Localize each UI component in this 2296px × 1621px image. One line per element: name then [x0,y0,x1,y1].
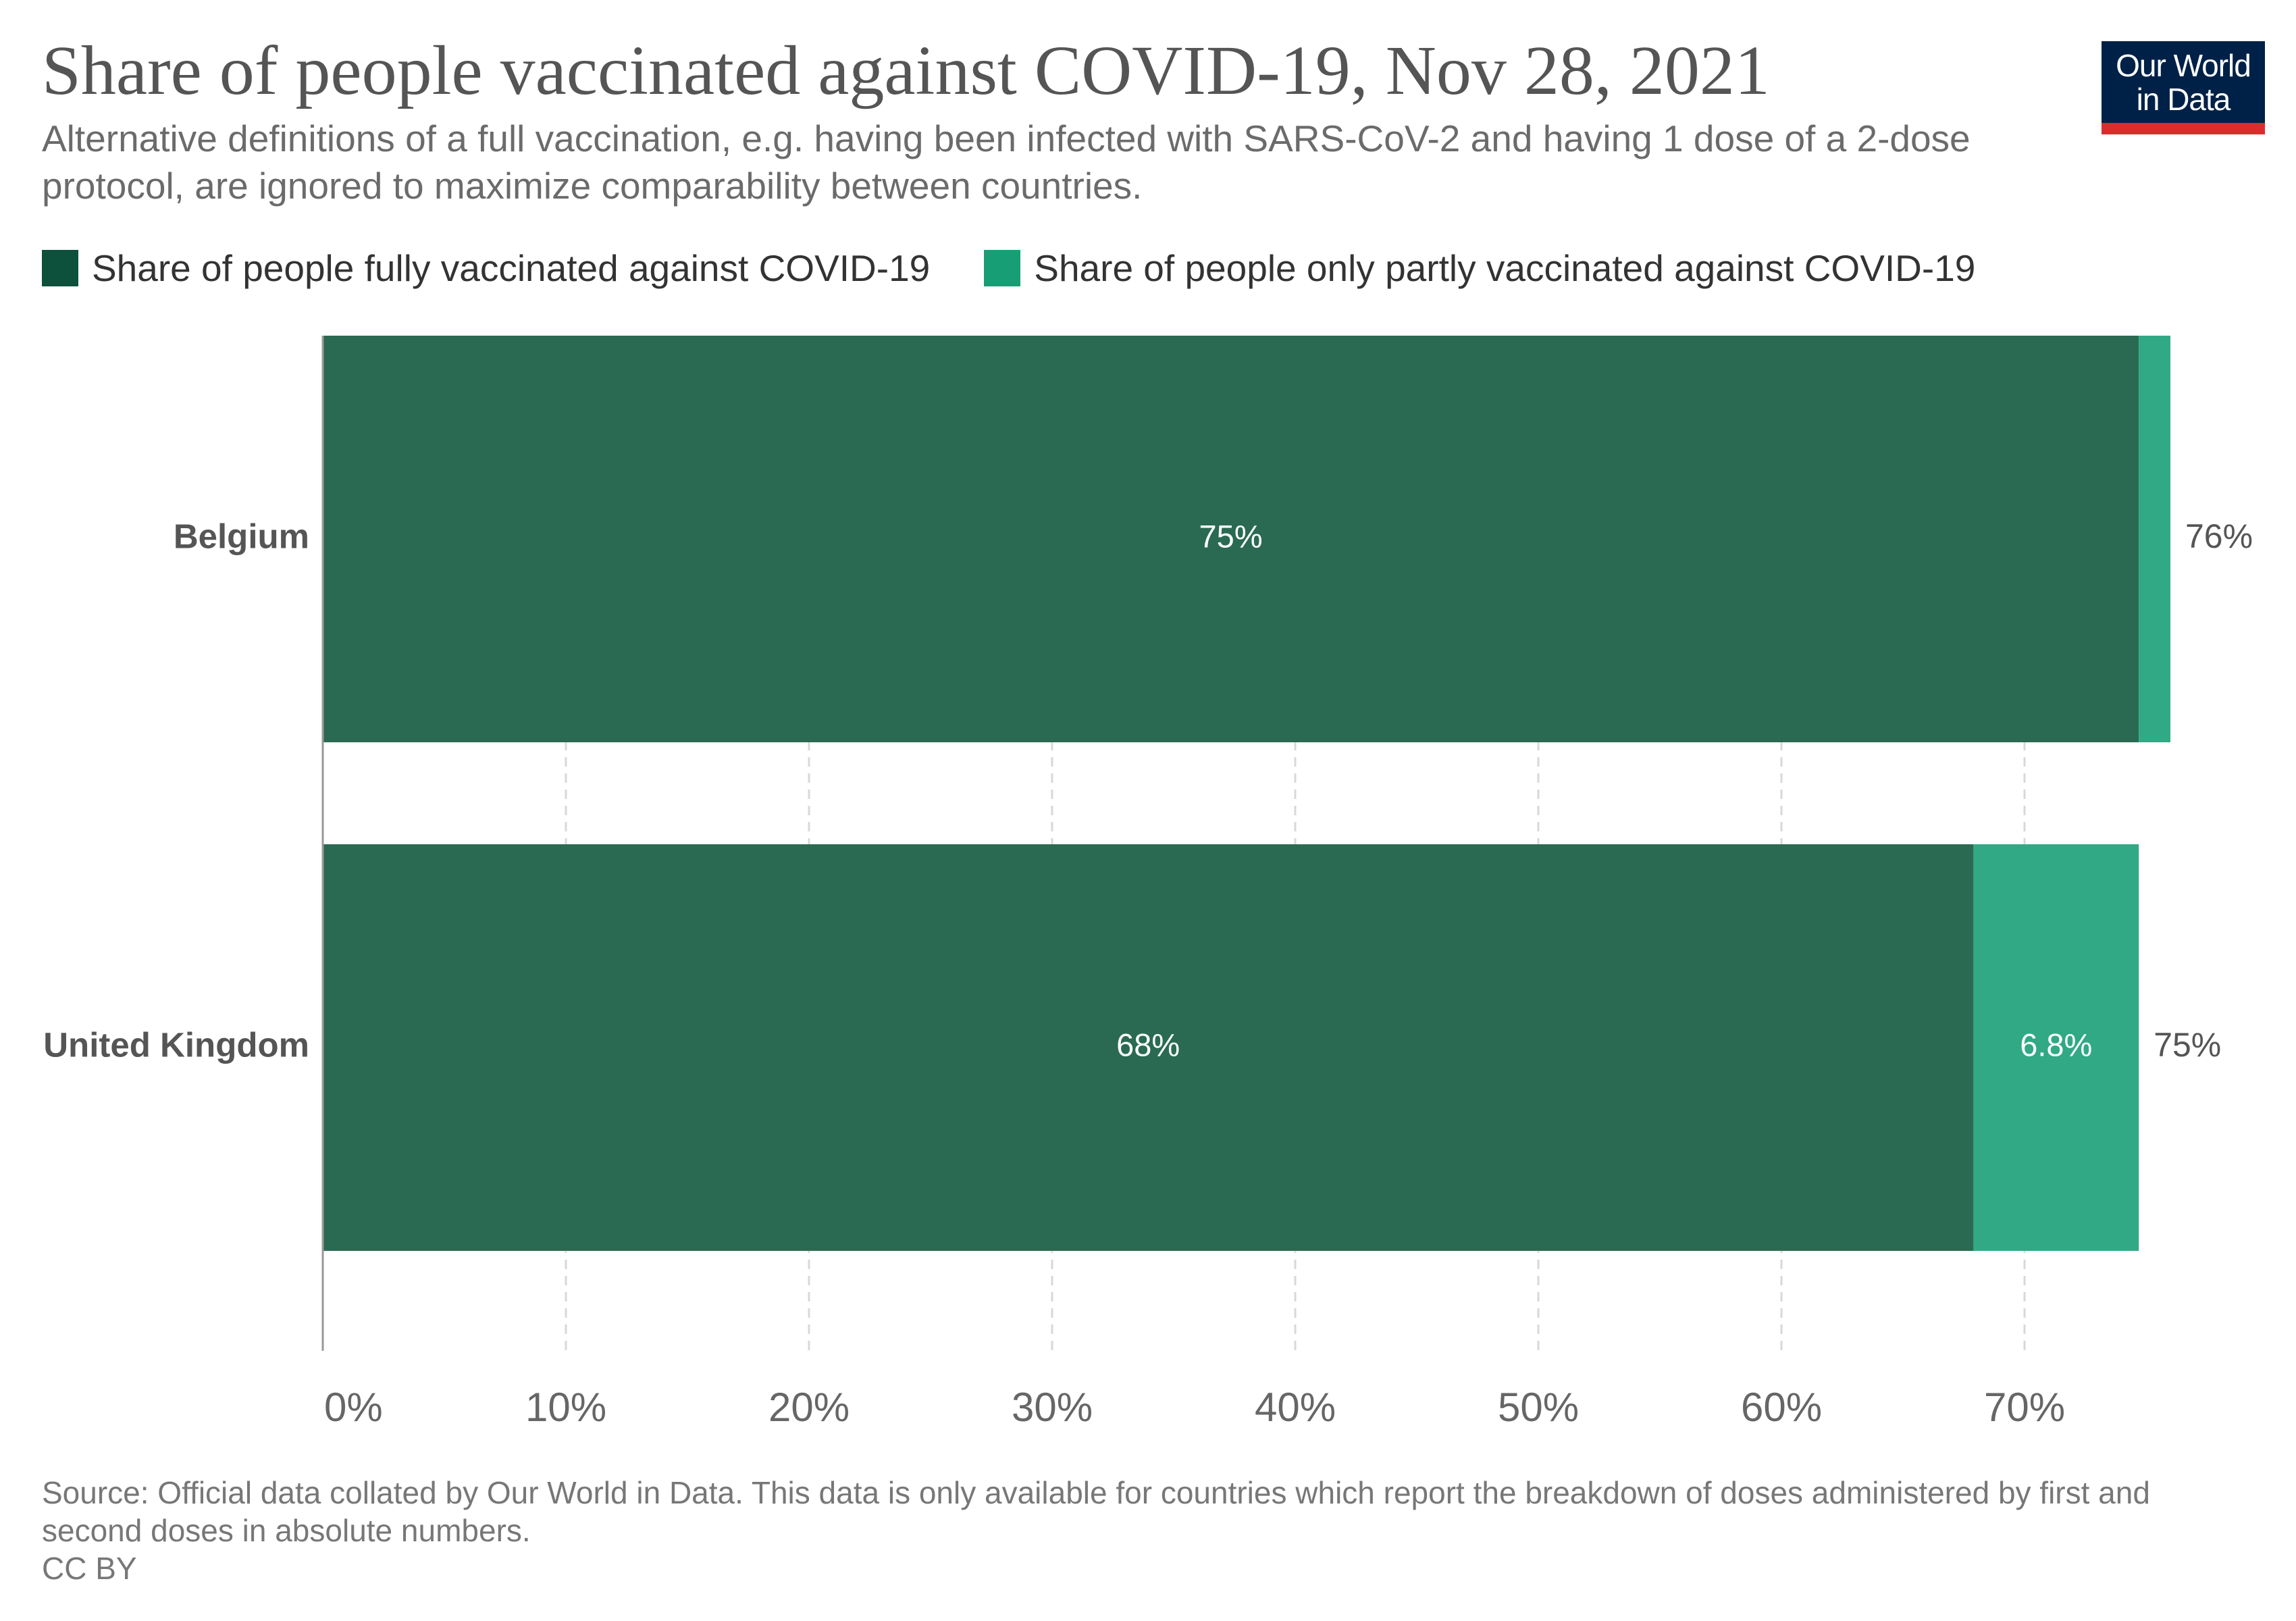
x-tick-label: 40% [1255,1385,1336,1430]
bar-total-label: 76% [2185,517,2253,555]
owid-logo-text: Our World in Data [2116,47,2251,117]
category-label: Belgium [174,517,309,555]
category-label: United Kingdom [43,1025,309,1064]
x-tick-label: 10% [525,1385,606,1430]
chart-title: Share of people vaccinated against COVID… [42,32,1770,109]
chart-footer: Source: Official data collated by Our Wo… [42,1474,2230,1587]
bar-partly-belgium [2139,336,2170,742]
license-note: CC BY [42,1551,137,1586]
bar-value-label: 68% [1116,1027,1180,1062]
x-tick-label: 50% [1498,1385,1579,1430]
legend-label-fully: Share of people fully vaccinated against… [92,247,931,289]
x-tick-label: 30% [1012,1385,1093,1430]
bar-fully-belgium [323,336,2139,742]
bar-value-label: 6.8% [2020,1027,2092,1062]
legend-swatch-fully [42,250,78,286]
bar-total-label: 75% [2154,1026,2221,1064]
legend-label-partly: Share of people only partly vaccinated a… [1034,247,1976,289]
chart-subtitle: Alternative definitions of a full vaccin… [42,118,1971,207]
x-tick-label: 0% [324,1385,383,1430]
bar-partly-united-kingdom [1973,844,2139,1251]
legend-item-partly[interactable]: Share of people only partly vaccinated a… [984,247,1975,290]
x-tick-label: 20% [768,1385,850,1430]
bar-fully-united-kingdom [323,844,1974,1251]
x-tick-label: 60% [1741,1385,1822,1430]
owid-logo[interactable]: Our World in Data [2102,41,2265,134]
bar-value-label: 75% [1199,518,1263,554]
legend-item-fully[interactable]: Share of people fully vaccinated against… [42,247,930,290]
chart-legend: Share of people fully vaccinated against… [42,245,2029,292]
source-note: Source: Official data collated by Our Wo… [42,1475,2150,1548]
legend-swatch-partly [984,250,1021,286]
x-tick-label: 70% [1984,1385,2065,1430]
